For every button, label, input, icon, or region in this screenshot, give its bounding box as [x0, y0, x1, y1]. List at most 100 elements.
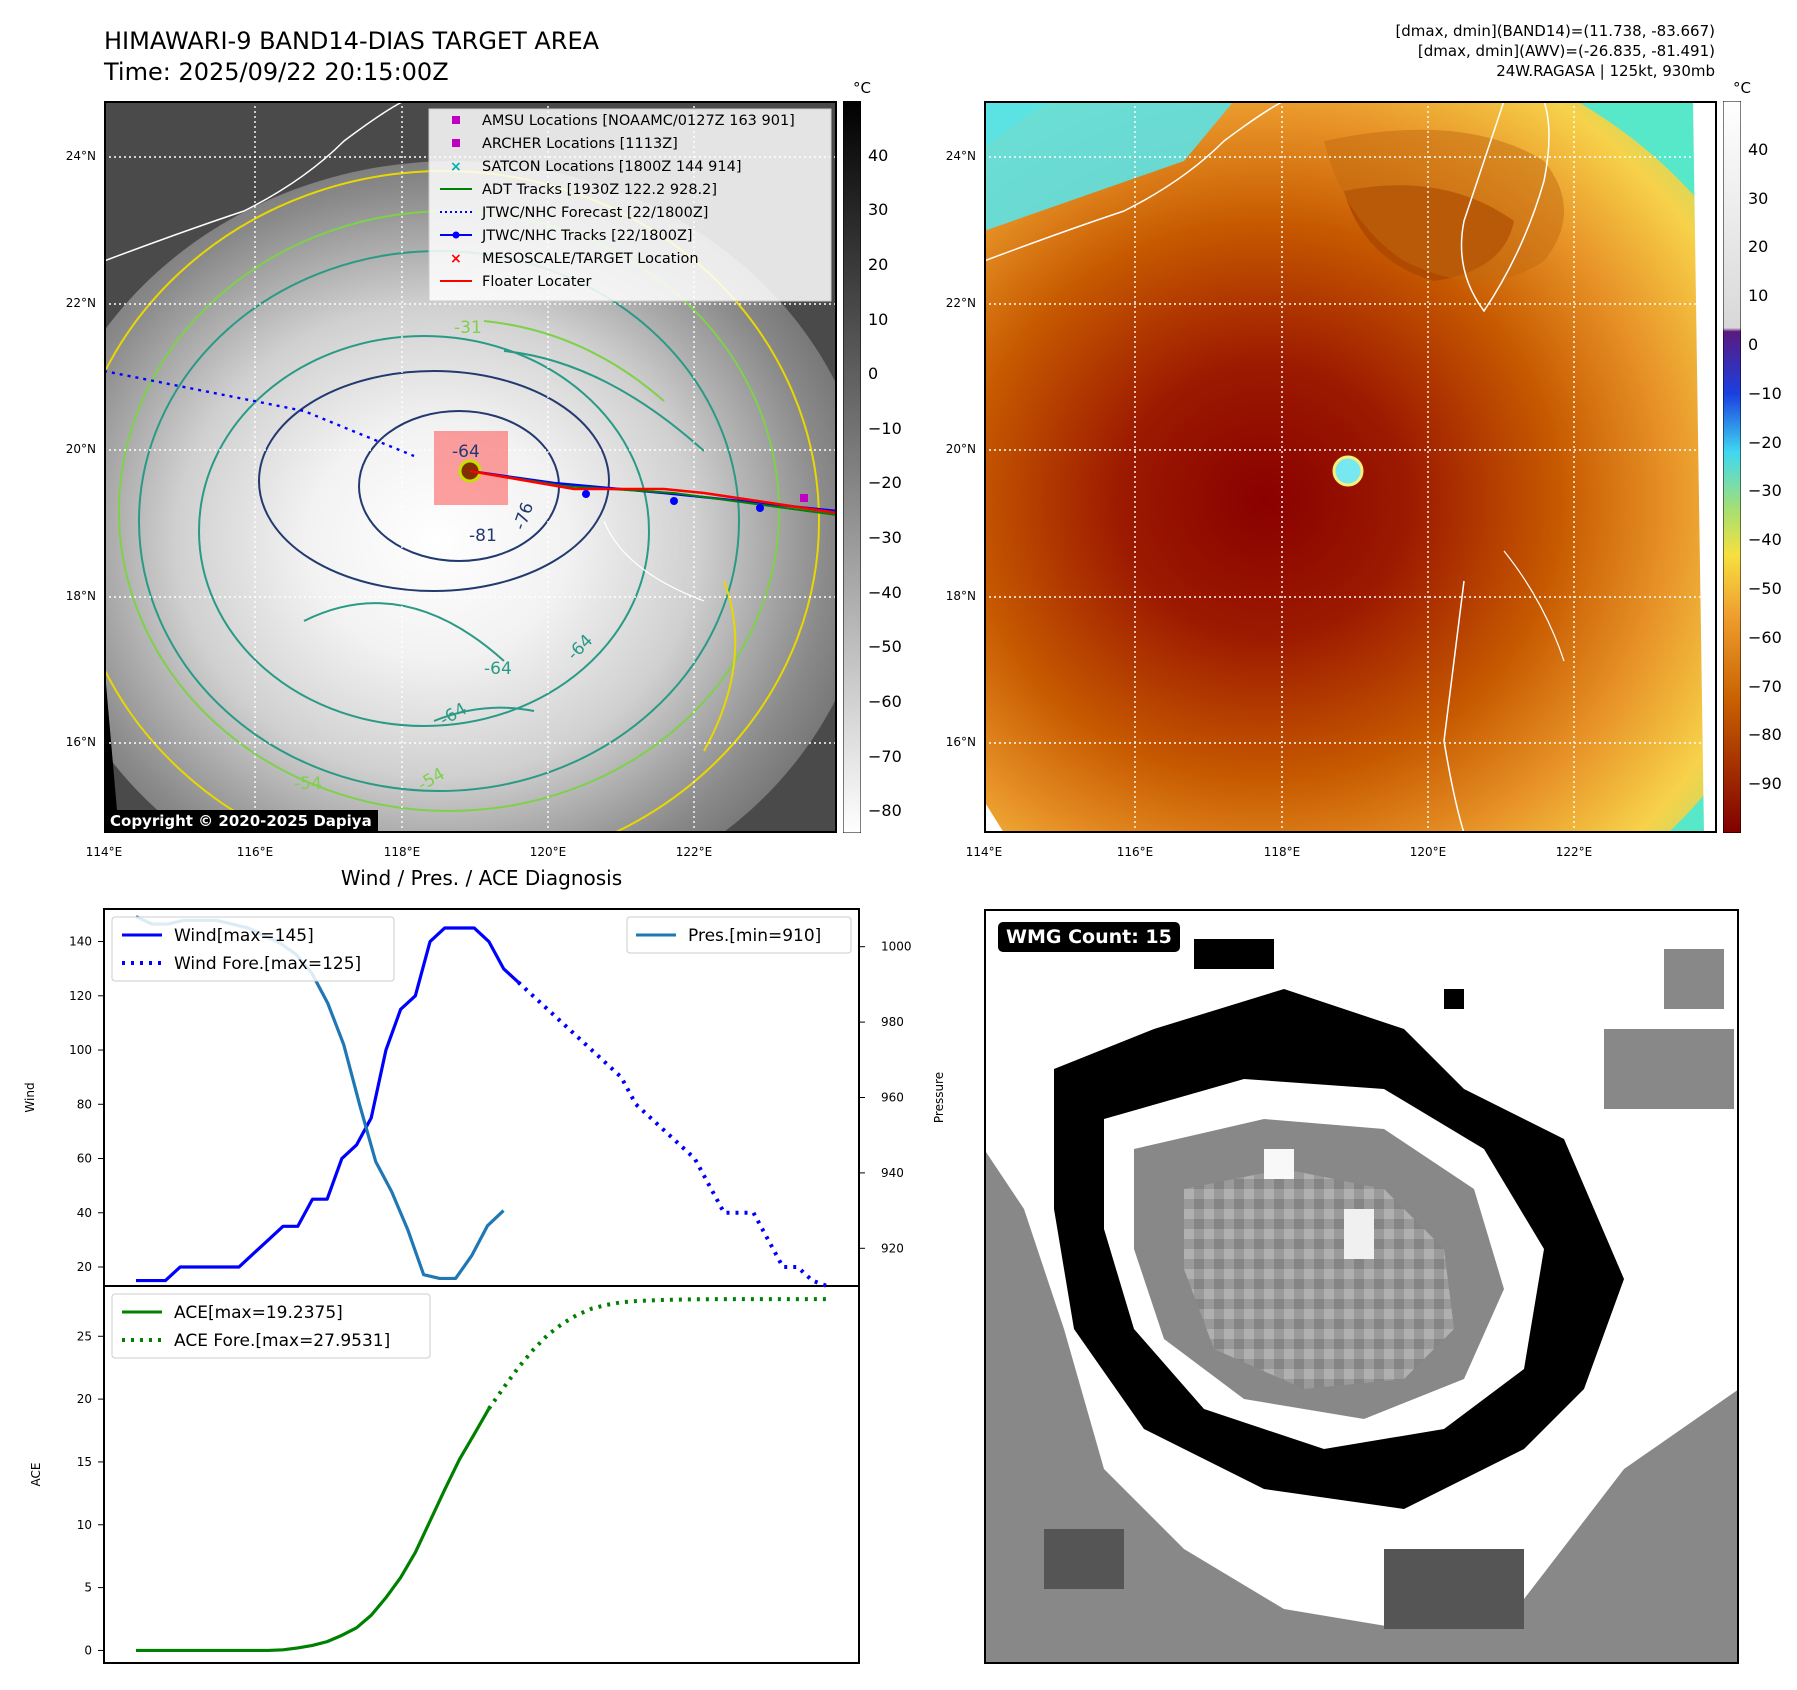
pressure-tick-label: 960 — [881, 1091, 904, 1105]
wind-tick-label: 140 — [69, 935, 92, 949]
legend-jtwc-tracks: JTWC/NHC Tracks [22/1800Z] — [481, 228, 693, 244]
color-colorbar-tick: −70 — [1748, 676, 1782, 696]
legend-archer: ARCHER Locations [1113Z] — [482, 136, 678, 152]
gray-colorbar-tick: 10 — [868, 309, 889, 329]
pressure-tick-label: 920 — [881, 1241, 904, 1255]
gray-colorbar-tick: 40 — [868, 145, 889, 165]
legend-amsu: AMSU Locations [NOAAMC/0127Z 163 901] — [482, 113, 795, 129]
ace-tick-label: 10 — [77, 1518, 92, 1532]
ace-tick-label: 25 — [77, 1329, 92, 1343]
legend-adt: ADT Tracks [1930Z 122.2 928.2] — [482, 182, 717, 198]
copyright-label: Copyright © 2020-2025 Dapiya — [104, 810, 378, 832]
contour-label: -31 — [454, 318, 482, 338]
wind-tick-label: 20 — [77, 1260, 92, 1274]
storm-info: 24W.RAGASA | 125kt, 930mb — [1496, 62, 1715, 80]
color-colorbar-tick: −90 — [1748, 774, 1782, 794]
ace-line — [136, 1407, 491, 1653]
lon-tick-label: 122°E — [675, 845, 713, 859]
color-colorbar-tick: −30 — [1748, 481, 1782, 501]
legend-ace-forecast: ACE Fore.[max=27.9531] — [174, 1331, 390, 1351]
legend-wind-forecast: Wind Fore.[max=125] — [174, 954, 361, 974]
legend-target: MESOSCALE/TARGET Location — [482, 251, 699, 267]
legend-satcon: SATCON Locations [1800Z 144 914] — [482, 159, 741, 175]
ir-map-panel: -81 -76 -64 -64 -64 -64 -54 -54 -31 AMSU… — [104, 101, 837, 833]
figure-title: HIMAWARI-9 BAND14-DIAS TARGET AREA — [104, 27, 600, 55]
contour-label: -54 — [294, 774, 322, 794]
map-legend — [428, 108, 832, 302]
wmg-panel — [984, 909, 1739, 1664]
wind-forecast-line — [516, 980, 828, 1288]
ace-tick-label: 5 — [84, 1581, 92, 1595]
lon-tick-label: 114°E — [965, 845, 1003, 859]
lat-tick-label: 16°N — [945, 735, 976, 749]
wind-axis-label: Wind — [23, 1082, 37, 1112]
lon-tick-label: 116°E — [1116, 845, 1154, 859]
ace-tick-label: 0 — [84, 1643, 92, 1657]
wind-line — [136, 926, 520, 1283]
lat-tick-label: 22°N — [65, 296, 96, 310]
wind-tick-label: 120 — [69, 989, 92, 1003]
figure-time: Time: 2025/09/22 20:15:00Z — [104, 58, 449, 86]
lat-tick-label: 16°N — [65, 735, 96, 749]
legend-ace: ACE[max=19.2375] — [174, 1303, 343, 1323]
pressure-tick-label: 980 — [881, 1015, 904, 1029]
color-colorbar-tick: −10 — [1748, 383, 1782, 403]
svg-text:×: × — [450, 251, 462, 267]
color-colorbar-tick: 30 — [1748, 188, 1769, 208]
pressure-tick-label: 940 — [881, 1166, 904, 1180]
color-colorbar-tick: 20 — [1748, 237, 1769, 257]
gray-colorbar-tick: 20 — [868, 254, 889, 274]
gray-colorbar-tick: −70 — [868, 746, 902, 766]
color-colorbar-tick: 40 — [1748, 139, 1769, 159]
lon-tick-label: 122°E — [1555, 845, 1593, 859]
lat-tick-label: 22°N — [945, 296, 976, 310]
color-ir-map-panel — [984, 101, 1717, 833]
wind-tick-label: 100 — [69, 1043, 92, 1057]
pressure-legend — [626, 916, 852, 954]
color-colorbar-tick: −40 — [1748, 530, 1782, 550]
ace-axis-label: ACE — [29, 1463, 43, 1487]
contour-label: -64 — [484, 659, 512, 679]
legend-jtwc-forecast: JTWC/NHC Forecast [22/1800Z] — [481, 205, 708, 221]
gray-colorbar-tick: −40 — [868, 582, 902, 602]
color-colorbar-tick: −50 — [1748, 579, 1782, 598]
color-colorbar-unit: °C — [1733, 79, 1751, 97]
wind-tick-label: 40 — [77, 1206, 92, 1220]
ace-tick-label: 15 — [77, 1455, 92, 1469]
pressure-axis-label: Pressure — [932, 1072, 946, 1123]
lon-tick-label: 114°E — [85, 845, 123, 859]
lon-tick-label: 120°E — [1409, 845, 1447, 859]
legend-pressure: Pres.[min=910] — [688, 926, 821, 946]
wmg-count-badge: WMG Count: 15 — [998, 922, 1180, 952]
lon-tick-label: 120°E — [529, 845, 567, 859]
lat-tick-label: 20°N — [945, 442, 976, 456]
gray-colorbar-tick: −50 — [868, 637, 902, 657]
ace-tick-label: 20 — [77, 1392, 92, 1406]
contour-label: -64 — [452, 442, 480, 462]
lat-tick-label: 18°N — [65, 589, 96, 603]
gray-colorbar-tick: 30 — [868, 200, 889, 220]
diagnosis-chart: 20 40 60 80 100 120 140 920 940 960 980 1000 0 5 10 15 2… — [23, 908, 946, 1664]
gray-colorbar-unit: °C — [853, 79, 871, 97]
svg-text:×: × — [450, 159, 462, 175]
gray-colorbar-tick: −80 — [868, 801, 902, 821]
wind-tick-label: 60 — [77, 1152, 92, 1166]
contour-label: -81 — [469, 526, 497, 546]
band14-range: [dmax, dmin](BAND14)=(11.738, -83.667) — [1395, 22, 1715, 40]
color-colorbar-tick: 0 — [1748, 335, 1759, 354]
color-colorbar-tick: −80 — [1748, 725, 1782, 745]
pressure-tick-label: 1000 — [881, 940, 912, 954]
legend-floater: Floater Locater — [482, 274, 591, 290]
lat-tick-label: 20°N — [65, 442, 96, 456]
lat-tick-label: 24°N — [65, 149, 96, 163]
lon-tick-label: 116°E — [236, 845, 274, 859]
gray-colorbar-tick: −30 — [868, 528, 902, 547]
diagnosis-title: Wind / Pres. / ACE Diagnosis — [340, 866, 623, 890]
color-colorbar — [1723, 101, 1741, 833]
gray-colorbar-tick: −60 — [868, 691, 902, 711]
lat-tick-label: 24°N — [945, 149, 976, 163]
legend-wind: Wind[max=145] — [174, 926, 314, 946]
gray-colorbar-tick: −20 — [868, 473, 902, 493]
ace-forecast-line — [487, 1297, 827, 1410]
color-colorbar-tick: 10 — [1748, 286, 1769, 306]
